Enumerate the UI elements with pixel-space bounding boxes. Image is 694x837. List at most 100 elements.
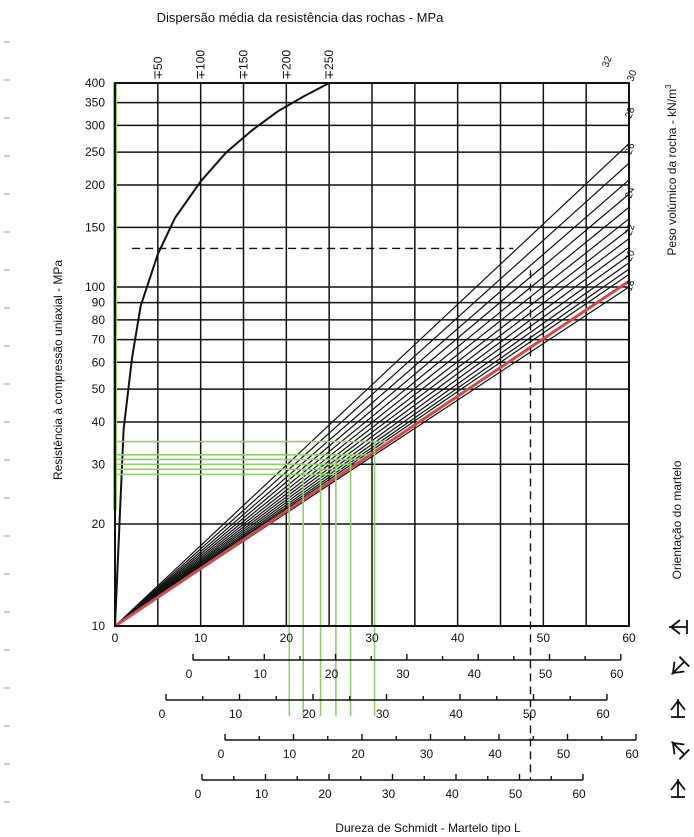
hammer-orientation-icon	[670, 656, 690, 676]
density-label: 24	[623, 185, 637, 200]
hammer-scales: 0 10 20 30 40 50 60 0 10 20 30 40 50 60 0 10 20 30 40 50 60 0…	[159, 654, 639, 801]
y-tick-label: 30	[92, 457, 106, 471]
hammer-scale-label: 40	[488, 747, 502, 761]
green-readings	[113, 83, 387, 716]
density-line-31	[114, 162, 630, 627]
x-tick-label: 40	[451, 631, 465, 645]
density-line-21	[114, 268, 630, 627]
x-tick-label: 10	[194, 631, 208, 645]
hammer-scale-label: 0	[195, 787, 202, 801]
density-label: 32	[600, 54, 614, 69]
y-tick-label: 40	[92, 415, 106, 429]
x-tick-label: 20	[280, 631, 294, 645]
density-line-highlight	[114, 280, 630, 628]
hammer-scale-label: 20	[318, 787, 332, 801]
hammer-scale-label: 10	[229, 707, 243, 721]
dispersion-tick-label: ∓100	[194, 50, 208, 80]
y-tick-label: 150	[85, 220, 105, 234]
density-label: 20	[623, 248, 637, 263]
hammer-end-icon	[678, 748, 690, 760]
x-tick-label: 0	[112, 631, 119, 645]
hammer-scale-label: 20	[325, 667, 339, 681]
hammer-arrow-icon	[669, 619, 681, 635]
right-axis-label-sup: 3	[664, 84, 673, 89]
density-line-32	[114, 143, 630, 627]
hammer-scale-label: 60	[572, 787, 586, 801]
hammer-scale-label: 30	[382, 787, 396, 801]
plot-border	[114, 82, 630, 627]
y-tick-label: 250	[85, 145, 105, 159]
density-label: 28	[623, 105, 637, 120]
x-tick-label: 60	[622, 631, 636, 645]
hammer-scale-label: 60	[625, 747, 639, 761]
hammer-scale-label: 0	[186, 667, 193, 681]
hammer-orientation-icon	[670, 699, 686, 718]
hammer-arrow-icon	[672, 742, 685, 755]
hammer-scale-label: 40	[468, 667, 482, 681]
hammer-orientation-icons	[669, 619, 690, 798]
hammer-scale-label: 20	[351, 747, 365, 761]
y-tick-labels: 10 20 30 40 50 60 70 80 90 100 150 200 250 300 350 400	[85, 76, 105, 633]
right-axis-label-text: Peso volúmico da rocha - kN/m	[665, 89, 679, 256]
density-label: 26	[623, 141, 637, 156]
y-tick-label: 20	[92, 517, 106, 531]
y-tick-label: 300	[85, 118, 105, 132]
plot-frame	[114, 82, 630, 627]
dispersion-curve-path	[114, 82, 330, 627]
density-line-30	[114, 179, 630, 627]
x-tick-labels: 0 10 20 30 40 50 60	[112, 631, 636, 645]
hammer-scale-label: 10	[255, 787, 269, 801]
hammer-arrow-icon	[672, 661, 685, 674]
hammer-scale-label: 60	[610, 667, 624, 681]
density-labels: 18 20 22 24 26 28 30 32	[600, 54, 639, 293]
y-tick-label: 80	[92, 313, 106, 327]
dispersion-tick-label: ∓200	[279, 50, 293, 80]
density-label: 18	[623, 278, 637, 293]
y-tick-label: 400	[85, 76, 105, 90]
hammer-scale-label: 20	[302, 707, 316, 721]
hammer-scale-label: 10	[283, 747, 297, 761]
hammer-arrow-icon	[670, 699, 686, 711]
hammer-scale-label: 50	[509, 787, 523, 801]
hammer-scale-label: 50	[539, 667, 553, 681]
hammer-scale-label: 50	[523, 707, 537, 721]
hammer-scale-label: 30	[376, 707, 390, 721]
density-line-26	[114, 228, 630, 627]
y-tick-label: 350	[85, 96, 105, 110]
right-axis-label: Peso volúmico da rocha - kN/m3	[664, 84, 679, 256]
y-tick-label: 100	[85, 280, 105, 294]
y-tick-label: 50	[92, 382, 106, 396]
density-label: 30	[625, 68, 639, 83]
dispersion-tick-labels: ∓50 ∓100 ∓150 ∓200 ∓250	[151, 50, 336, 80]
hammer-scale-label: 60	[596, 707, 610, 721]
density-line-25	[114, 238, 630, 627]
example-dashed-lines	[132, 247, 532, 780]
hammer-scale-label: 40	[449, 707, 463, 721]
x-tick-label: 30	[365, 631, 379, 645]
density-line-28	[114, 206, 630, 627]
dispersion-tick-label: ∓150	[237, 50, 251, 80]
hammer-scale-label: 50	[557, 747, 571, 761]
y-tick-label: 200	[85, 178, 105, 192]
hammer-scale-label: 0	[159, 707, 166, 721]
y-axis-label: Resistência à compressão uniaxial - MPa	[51, 260, 65, 480]
hammer-scale-label: 30	[396, 667, 410, 681]
y-tick-label: 70	[92, 333, 106, 347]
dispersion-tick-label: ∓250	[322, 50, 336, 80]
density-line-24	[114, 246, 630, 627]
grid	[115, 83, 629, 626]
dispersion-curve	[114, 82, 330, 627]
hammer-orientation-icon	[670, 779, 686, 798]
density-label: 22	[623, 222, 637, 237]
y-tick-label: 90	[92, 296, 106, 310]
highlight-density-line	[114, 280, 630, 628]
chart-title: Dispersão média da resistência das rocha…	[157, 10, 445, 25]
hammer-orientation-icon	[669, 619, 688, 635]
density-line-22	[114, 262, 630, 627]
hammer-end-icon	[678, 656, 690, 668]
hammer-arrow-icon	[670, 779, 686, 791]
hammer-orientation-icon	[670, 740, 690, 760]
y-tick-label: 10	[92, 619, 106, 633]
x-tick-label: 50	[537, 631, 551, 645]
density-line-29	[114, 193, 630, 627]
